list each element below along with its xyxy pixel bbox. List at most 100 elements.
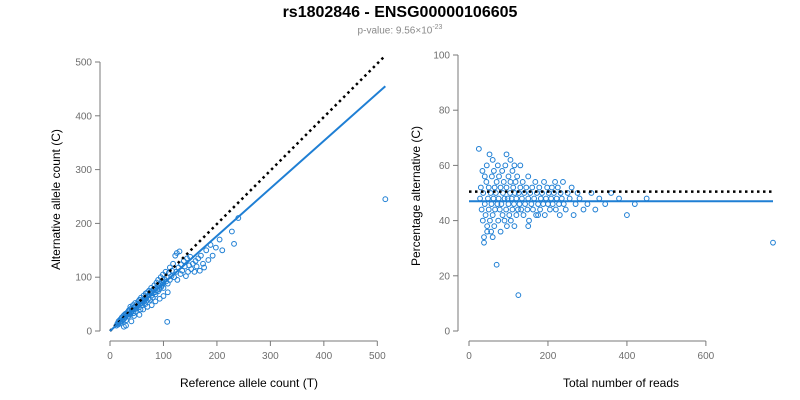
- plot2-data-point: [479, 217, 486, 224]
- plot2-data-point: [496, 173, 502, 180]
- plot2-data-point: [493, 179, 500, 185]
- plot2-data-point: [570, 212, 577, 218]
- plot2-data-point: [511, 190, 518, 196]
- plot2-data-point: [568, 184, 575, 191]
- p-value-exponent: -23: [432, 24, 443, 31]
- plot1-data-point: [188, 266, 195, 273]
- plot2-data-point: [484, 228, 491, 235]
- plot1-data-point: [160, 285, 167, 291]
- plot2-data-point: [505, 201, 512, 207]
- plot2-data-point: [503, 206, 510, 213]
- plot1-data-point: [179, 267, 186, 274]
- plot2-data-point: [576, 195, 583, 202]
- plot2-data-point: [547, 206, 553, 213]
- plot1-data-point: [177, 271, 184, 277]
- plot2-data-point: [544, 184, 551, 191]
- plot2-x-tick-label: 200: [540, 351, 557, 362]
- plot1-x-tick-label: 0: [107, 351, 113, 362]
- plot2-data-point: [643, 195, 650, 202]
- plot2-y-tick-label: 20: [439, 271, 451, 282]
- plot1-data-point: [176, 248, 183, 255]
- plot1-data-point: [128, 318, 135, 325]
- plot2-data-point: [504, 223, 510, 230]
- plot1-x-tick-label: 100: [155, 351, 172, 362]
- plot2-data-point: [624, 212, 630, 218]
- plot2-data-point: [486, 151, 493, 158]
- plot2-data-point: [535, 201, 541, 207]
- plot2-data-point: [549, 184, 555, 191]
- plot2-data-point: [524, 206, 531, 213]
- plot2-data-point: [548, 195, 555, 202]
- plot2-data-point: [515, 292, 522, 299]
- plot2-data-point: [616, 195, 622, 202]
- plot2-data-point: [540, 201, 547, 207]
- plot2-data-point: [529, 184, 536, 191]
- plot1-reference-line: [109, 54, 387, 332]
- plot2-data-point: [489, 212, 496, 218]
- plot2-data-point: [602, 201, 609, 207]
- plot2-data-point: [554, 184, 561, 191]
- plot2-data-point: [490, 168, 497, 174]
- plot2-data-point: [572, 201, 579, 207]
- plot2-data-point: [510, 184, 517, 191]
- plot1-data-point: [136, 311, 143, 318]
- plot1-y-tick-label: 300: [75, 165, 92, 176]
- plot1-data-point: [160, 293, 167, 299]
- plot2-data-point: [517, 162, 524, 169]
- plot1-data-point: [185, 268, 191, 275]
- plot1-data-point: [121, 323, 127, 330]
- plot2-data-point: [531, 195, 538, 202]
- plot2-data-point: [592, 206, 599, 213]
- plot2-data-point: [518, 206, 525, 213]
- plot2-data-point: [537, 206, 543, 213]
- plot2-data-point: [491, 223, 498, 230]
- plot2-data-point: [505, 173, 512, 180]
- plot2-data-point: [492, 190, 499, 196]
- plot2-data-point: [580, 206, 587, 213]
- plot1-data-point: [212, 244, 219, 251]
- plot2-data-point: [507, 179, 514, 185]
- plot2-data-point: [536, 184, 543, 191]
- plot2-data-point: [517, 184, 524, 191]
- plot2-data-point: [514, 173, 521, 180]
- plot2-x-tick-label: 0: [466, 351, 472, 362]
- plot2-data-point: [584, 201, 591, 207]
- plot2-data-point: [481, 201, 488, 207]
- plot2-data-point: [487, 217, 493, 224]
- plot2-data-point: [481, 173, 488, 180]
- plot2-data-point: [477, 184, 484, 191]
- plot2-data-point: [488, 173, 495, 180]
- plot2-data-point: [535, 212, 541, 218]
- plot2-data-point: [500, 179, 507, 185]
- plot2-data-point: [552, 179, 558, 185]
- plot1-data-point: [184, 255, 190, 262]
- plot1-data-point: [168, 273, 175, 280]
- plot2-data-point: [489, 234, 496, 241]
- plot2-y-tick-label: 0: [444, 327, 450, 338]
- plot2-data-point: [475, 145, 482, 152]
- plot2-y-tick-label: 60: [439, 161, 451, 172]
- plot2-data-point: [509, 206, 516, 213]
- plot1-data-point: [203, 247, 210, 254]
- plot2-data-point: [488, 201, 495, 207]
- plot2-data-point: [507, 217, 514, 224]
- plot2-x-axis-label: Total number of reads: [563, 376, 679, 390]
- plot2-data-point: [503, 151, 510, 158]
- plot1-x-axis-label: Reference allele count (T): [180, 376, 318, 390]
- plot2-data-point: [497, 184, 504, 191]
- plot2-data-point: [522, 201, 528, 207]
- plot2-data-point: [566, 195, 573, 202]
- plot2-data-point: [477, 195, 483, 202]
- plot2-data-point: [533, 212, 540, 218]
- plot1-x-tick-label: 300: [262, 351, 279, 362]
- plot2-data-point: [519, 195, 525, 202]
- plot2-data-point: [515, 206, 521, 213]
- plot2-data-point: [596, 195, 603, 202]
- plot1-data-point: [156, 295, 163, 302]
- plot1-data-point: [196, 267, 203, 274]
- plot2-data-point: [509, 168, 516, 174]
- plot2-data-point: [530, 206, 536, 213]
- plot1-x-tick-label: 200: [209, 351, 226, 362]
- plot2-data-point: [500, 190, 506, 196]
